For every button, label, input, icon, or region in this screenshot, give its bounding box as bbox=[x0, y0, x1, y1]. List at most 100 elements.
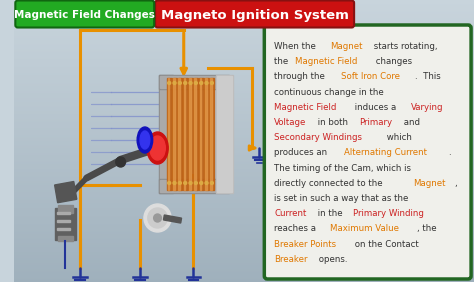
Bar bbox=[14, 204, 474, 205]
Bar bbox=[14, 31, 474, 32]
Bar bbox=[178, 78, 180, 190]
Bar bbox=[168, 78, 169, 190]
Bar bbox=[14, 112, 474, 113]
Bar bbox=[14, 214, 474, 215]
Bar bbox=[14, 268, 474, 269]
Bar bbox=[14, 39, 474, 40]
Bar bbox=[184, 78, 185, 190]
Bar bbox=[14, 74, 474, 75]
Bar bbox=[14, 1, 474, 2]
Bar bbox=[14, 62, 474, 63]
Bar bbox=[14, 232, 474, 233]
Bar bbox=[14, 43, 474, 44]
Bar bbox=[55, 182, 77, 203]
Bar bbox=[14, 46, 474, 47]
Bar bbox=[14, 216, 474, 217]
Bar bbox=[14, 98, 474, 99]
Bar bbox=[14, 165, 474, 166]
Bar bbox=[14, 130, 474, 131]
Bar bbox=[14, 22, 474, 23]
Bar bbox=[160, 180, 228, 192]
Bar bbox=[14, 83, 474, 84]
Bar bbox=[14, 113, 474, 114]
Circle shape bbox=[189, 182, 192, 184]
Bar bbox=[14, 53, 474, 54]
Text: in the: in the bbox=[315, 209, 345, 218]
Circle shape bbox=[148, 208, 167, 228]
Bar bbox=[14, 255, 474, 256]
Bar bbox=[14, 4, 474, 5]
Bar bbox=[14, 36, 474, 37]
Bar bbox=[14, 157, 474, 158]
Text: Maximum Value: Maximum Value bbox=[330, 224, 399, 233]
Bar bbox=[14, 164, 474, 165]
Bar bbox=[14, 234, 474, 235]
Bar bbox=[14, 166, 474, 167]
Bar bbox=[14, 229, 474, 230]
Bar bbox=[14, 97, 474, 98]
Bar bbox=[14, 231, 474, 232]
Bar bbox=[14, 82, 474, 83]
Bar bbox=[14, 121, 474, 122]
Bar bbox=[14, 211, 474, 212]
Bar bbox=[164, 215, 182, 223]
Bar bbox=[14, 60, 474, 61]
Bar bbox=[14, 252, 474, 253]
Circle shape bbox=[210, 81, 213, 85]
Bar bbox=[14, 147, 474, 148]
Text: .  This: . This bbox=[415, 72, 441, 81]
Bar bbox=[14, 71, 474, 72]
Bar bbox=[14, 92, 474, 93]
Bar bbox=[14, 64, 474, 65]
Bar bbox=[14, 44, 474, 45]
Bar bbox=[14, 212, 474, 213]
Bar bbox=[14, 224, 474, 225]
Bar bbox=[14, 54, 474, 55]
Bar bbox=[14, 2, 474, 3]
Bar bbox=[14, 35, 474, 36]
Bar bbox=[14, 220, 474, 221]
Bar bbox=[14, 129, 474, 130]
Bar bbox=[14, 245, 474, 246]
Bar bbox=[14, 72, 474, 73]
Bar bbox=[14, 193, 474, 194]
Circle shape bbox=[173, 182, 176, 184]
Circle shape bbox=[168, 182, 171, 184]
Bar bbox=[14, 115, 474, 116]
Bar bbox=[14, 154, 474, 155]
Text: on the Contact: on the Contact bbox=[352, 240, 419, 249]
Bar bbox=[14, 207, 474, 208]
Bar bbox=[14, 186, 474, 187]
Text: through the: through the bbox=[274, 72, 328, 81]
Text: Breaker Points: Breaker Points bbox=[274, 240, 336, 249]
Bar bbox=[14, 199, 474, 200]
Bar bbox=[14, 272, 474, 273]
Bar bbox=[14, 143, 474, 144]
Text: and: and bbox=[401, 118, 420, 127]
Bar bbox=[14, 78, 474, 79]
Bar bbox=[14, 253, 474, 254]
Text: Varying: Varying bbox=[411, 103, 444, 112]
Bar bbox=[14, 105, 474, 106]
Bar bbox=[14, 190, 474, 191]
Bar bbox=[14, 132, 474, 133]
Bar bbox=[14, 238, 474, 239]
Bar bbox=[14, 194, 474, 195]
Bar bbox=[14, 178, 474, 179]
Bar bbox=[14, 263, 474, 264]
Bar bbox=[14, 34, 474, 35]
Bar bbox=[14, 28, 474, 29]
Text: Secondary Windings: Secondary Windings bbox=[274, 133, 362, 142]
Circle shape bbox=[205, 81, 208, 85]
Bar bbox=[14, 273, 474, 274]
Bar bbox=[189, 78, 191, 190]
Bar bbox=[14, 171, 474, 172]
Bar bbox=[14, 210, 474, 211]
Bar bbox=[14, 21, 474, 22]
Text: Primary Winding: Primary Winding bbox=[353, 209, 423, 218]
Bar bbox=[14, 278, 474, 279]
Bar bbox=[14, 95, 474, 96]
Bar bbox=[14, 254, 474, 255]
Bar bbox=[14, 146, 474, 147]
Bar bbox=[14, 266, 474, 267]
